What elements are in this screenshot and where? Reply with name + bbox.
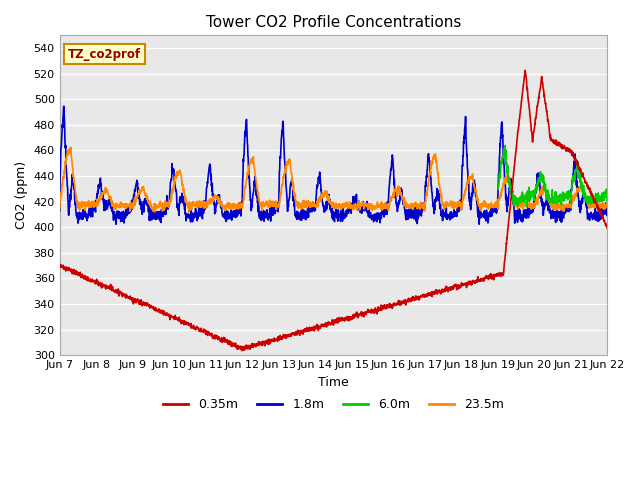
Title: Tower CO2 Profile Concentrations: Tower CO2 Profile Concentrations [206, 15, 461, 30]
Y-axis label: CO2 (ppm): CO2 (ppm) [15, 161, 28, 229]
Text: TZ_co2prof: TZ_co2prof [68, 48, 141, 61]
X-axis label: Time: Time [318, 376, 349, 389]
Legend: 0.35m, 1.8m, 6.0m, 23.5m: 0.35m, 1.8m, 6.0m, 23.5m [159, 393, 509, 416]
